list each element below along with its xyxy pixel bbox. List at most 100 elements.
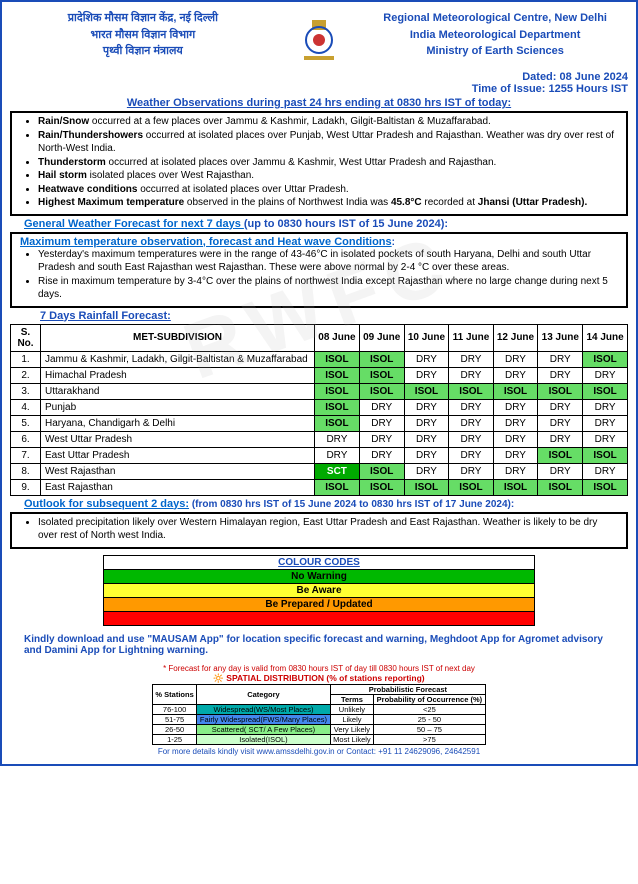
forecast-cell: ISOL xyxy=(359,383,404,399)
forecast-table: S. No.MET-SUBDIVISION08 June09 June10 Ju… xyxy=(10,324,628,496)
forecast-cell: DRY xyxy=(493,431,538,447)
sn-cell: 8. xyxy=(11,463,41,479)
forecast-cell: DRY xyxy=(493,447,538,463)
forecast-cell: ISOL xyxy=(493,383,538,399)
hindi-line2: भारत मौसम विज्ञान विभाग xyxy=(10,27,276,44)
forecast-cell: DRY xyxy=(538,463,583,479)
forecast-cell: DRY xyxy=(359,399,404,415)
colour-codes-wrap: COLOUR CODESNo WarningBe AwareBe Prepare… xyxy=(103,555,536,626)
hindi-line3: पृथ्वी विज्ञान मंत्रालय xyxy=(10,43,276,60)
footer: * Forecast for any day is valid from 083… xyxy=(10,664,628,756)
outlook-box: Isolated precipitation likely over Weste… xyxy=(10,512,628,549)
table-row: 8.West RajasthanSCTISOLDRYDRYDRYDRYDRY xyxy=(11,463,628,479)
forecast-cell: DRY xyxy=(359,431,404,447)
forecast-cell: DRY xyxy=(538,351,583,367)
forecast-cell: ISOL xyxy=(538,447,583,463)
met-cell: Jammu & Kashmir, Ladakh, Gilgit-Baltista… xyxy=(41,351,315,367)
outlook-range: (from 0830 hrs IST of 15 June 2024 to 08… xyxy=(192,499,514,510)
forecast-cell: DRY xyxy=(538,431,583,447)
code-row: No Warning xyxy=(103,569,535,583)
forecast-cell: ISOL xyxy=(359,351,404,367)
forecast-cell: DRY xyxy=(404,431,449,447)
table-row: 3.UttarakhandISOLISOLISOLISOLISOLISOLISO… xyxy=(11,383,628,399)
spatial-table: % StationsCategoryProbabilistic Forecast… xyxy=(152,684,486,745)
outlook-title: Outlook for subsequent 2 days: xyxy=(24,498,189,510)
obs24-title: Weather Observations during past 24 hrs … xyxy=(24,97,614,109)
forecast-th: S. No. xyxy=(11,324,41,351)
sn-cell: 7. xyxy=(11,447,41,463)
forecast-cell: DRY xyxy=(404,415,449,431)
forecast-cell: ISOL xyxy=(315,479,360,495)
forecast-cell: ISOL xyxy=(583,447,628,463)
forecast-cell: DRY xyxy=(449,367,493,383)
forecast-cell: DRY xyxy=(315,447,360,463)
codes-title: COLOUR CODES xyxy=(103,555,535,569)
forecast-cell: DRY xyxy=(404,399,449,415)
forecast-cell: DRY xyxy=(449,415,493,431)
spat-row: 51-75Fairly Widespread(FWS/Many Places)L… xyxy=(153,714,486,724)
forecast-cell: DRY xyxy=(493,463,538,479)
sn-cell: 6. xyxy=(11,431,41,447)
forecast-th: 12 June xyxy=(493,324,538,351)
obs-item: Thunderstorm occurred at isolated places… xyxy=(38,156,618,170)
gen7-title: General Weather Forecast for next 7 days xyxy=(24,218,244,230)
forecast-cell: DRY xyxy=(583,463,628,479)
colour-codes-table: COLOUR CODESNo WarningBe AwareBe Prepare… xyxy=(103,555,536,626)
maxtemp-item: Yesterday's maximum temperatures were in… xyxy=(38,248,618,275)
table-row: 9.East RajasthanISOLISOLISOLISOLISOLISOL… xyxy=(11,479,628,495)
table-row: 4.PunjabISOLDRYDRYDRYDRYDRYDRY xyxy=(11,399,628,415)
forecast-cell: ISOL xyxy=(493,479,538,495)
met-cell: Punjab xyxy=(41,399,315,415)
forecast-cell: DRY xyxy=(315,431,360,447)
met-cell: West Uttar Pradesh xyxy=(41,431,315,447)
time-issue: Time of Issue: 1255 Hours IST xyxy=(10,83,628,95)
forecast-cell: ISOL xyxy=(315,415,360,431)
forecast-cell: ISOL xyxy=(583,383,628,399)
sn-cell: 9. xyxy=(11,479,41,495)
forecast-cell: DRY xyxy=(359,447,404,463)
eng-line3: Ministry of Earth Sciences xyxy=(362,43,628,60)
forecast-cell: DRY xyxy=(583,367,628,383)
forecast-cell: ISOL xyxy=(583,479,628,495)
table-row: 6.West Uttar PradeshDRYDRYDRYDRYDRYDRYDR… xyxy=(11,431,628,447)
forecast-cell: DRY xyxy=(538,399,583,415)
forecast-cell: ISOL xyxy=(449,383,493,399)
forecast-cell: DRY xyxy=(493,351,538,367)
forecast-th: 08 June xyxy=(315,324,360,351)
forecast-th: MET-SUBDIVISION xyxy=(41,324,315,351)
forecast-cell: ISOL xyxy=(538,479,583,495)
maxtemp-title: Maximum temperature observation, forecas… xyxy=(20,236,392,248)
hindi-line1: प्रादेशिक मौसम विज्ञान केंद्र, नई दिल्ली xyxy=(10,10,276,27)
forecast-cell: ISOL xyxy=(538,383,583,399)
sn-cell: 2. xyxy=(11,367,41,383)
maxtemp-box: Maximum temperature observation, forecas… xyxy=(10,232,628,308)
maxtemp-list: Yesterday's maximum temperatures were in… xyxy=(20,248,618,302)
spatial-title: SPATIAL DISTRIBUTION (% of stations repo… xyxy=(226,673,424,683)
forecast-cell: DRY xyxy=(493,415,538,431)
dated-text: Dated: 08 June 2024 xyxy=(10,71,628,83)
obs-list: Rain/Snow occurred at a few places over … xyxy=(20,115,618,210)
sn-cell: 3. xyxy=(11,383,41,399)
spat-row: 76-100Widespread(WS/Most Places)Unlikely… xyxy=(153,704,486,714)
obs-item: Highest Maximum temperature observed in … xyxy=(38,196,618,210)
forecast-th: 14 June xyxy=(583,324,628,351)
outlook-text: Isolated precipitation likely over Weste… xyxy=(38,516,618,543)
forecast-th: 13 June xyxy=(538,324,583,351)
forecast-cell: DRY xyxy=(359,415,404,431)
table-row: 5.Haryana, Chandigarh & DelhiISOLDRYDRYD… xyxy=(11,415,628,431)
obs-item: Rain/Thundershowers occurred at isolated… xyxy=(38,129,618,156)
forecast-cell: ISOL xyxy=(404,383,449,399)
forecast-cell: DRY xyxy=(449,399,493,415)
forecast-cell: DRY xyxy=(404,447,449,463)
forecast-cell: ISOL xyxy=(449,479,493,495)
forecast-cell: SCT xyxy=(315,463,360,479)
forecast-cell: DRY xyxy=(449,447,493,463)
code-row: Be Prepared / Updated xyxy=(103,597,535,611)
footer-validity: * Forecast for any day is valid from 083… xyxy=(10,664,628,673)
forecast-cell: DRY xyxy=(404,463,449,479)
forecast-cell: DRY xyxy=(404,367,449,383)
code-row: Most Vigil / Take Action xyxy=(103,611,535,625)
dated-block: Dated: 08 June 2024 Time of Issue: 1255 … xyxy=(10,71,628,95)
forecast-cell: ISOL xyxy=(359,463,404,479)
forecast-cell: DRY xyxy=(449,351,493,367)
